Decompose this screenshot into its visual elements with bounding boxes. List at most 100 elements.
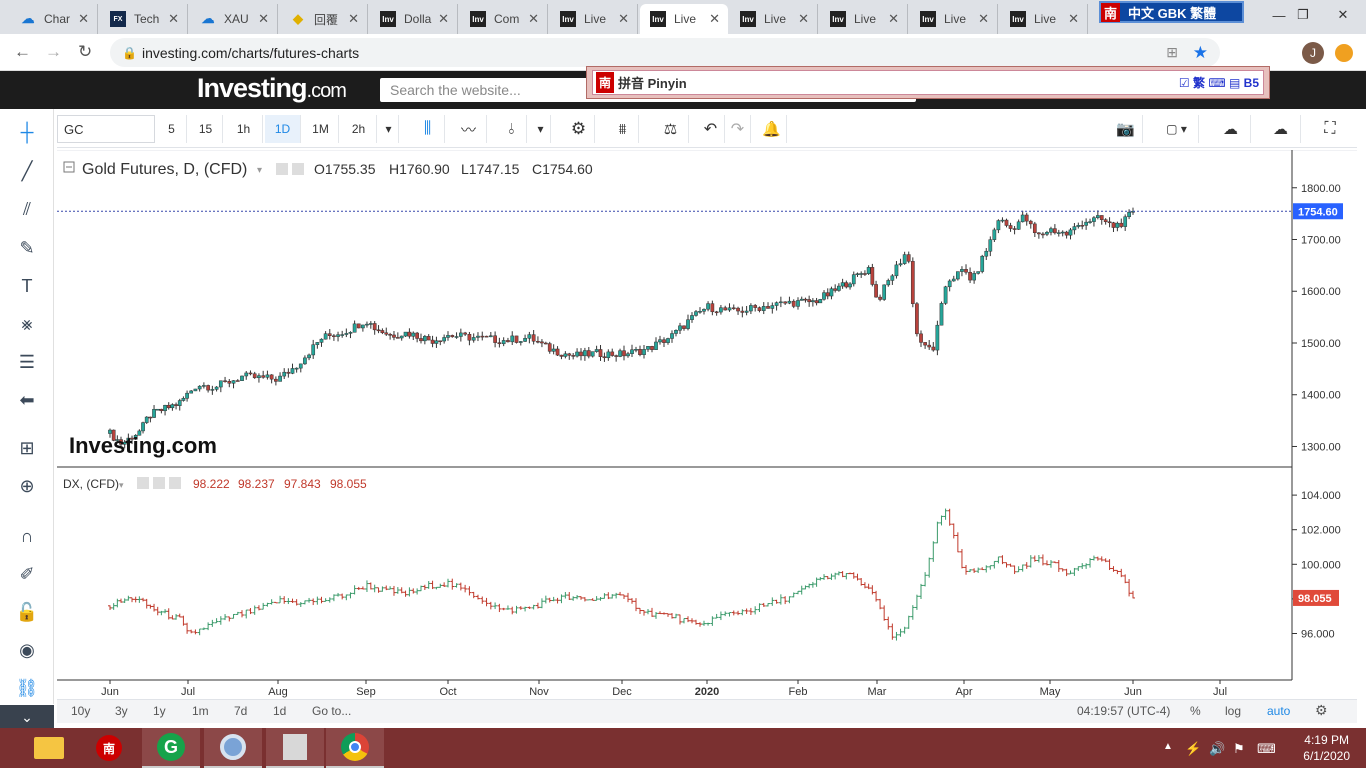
tab-close-icon[interactable]: ✕ bbox=[438, 11, 449, 26]
investing-logo[interactable]: Investing.com bbox=[197, 73, 347, 103]
crosshair-icon[interactable]: ┼ bbox=[20, 121, 34, 142]
interval-2h[interactable]: 2h bbox=[341, 115, 377, 143]
text-tool-icon[interactable]: T bbox=[21, 275, 33, 296]
volume-icon[interactable]: 🔊 bbox=[1209, 741, 1226, 756]
fullscreen-icon[interactable]: ⛶ bbox=[1324, 120, 1336, 137]
candles-icon[interactable]: ⫼ bbox=[411, 115, 445, 143]
compare-icon[interactable]: ⚖ bbox=[653, 115, 689, 143]
layout-select-icon[interactable]: ▢ ▾ bbox=[1155, 115, 1199, 143]
tab-close-icon[interactable]: ✕ bbox=[78, 11, 89, 26]
browser-tab[interactable]: Inv Live ✕ bbox=[640, 4, 728, 34]
ime-app-icon[interactable]: 南 bbox=[80, 728, 138, 768]
browser-tab[interactable]: ☁ Char ✕ bbox=[10, 4, 98, 34]
dx-remove-icon[interactable] bbox=[169, 477, 181, 489]
tab-close-icon[interactable]: ✕ bbox=[168, 11, 179, 26]
range-1m[interactable]: 1m bbox=[192, 704, 209, 718]
system-clock[interactable]: 4:19 PM 6/1/2020 bbox=[1303, 732, 1350, 764]
area-icon[interactable]: 〰 bbox=[451, 115, 487, 143]
interval-1d[interactable]: 1D bbox=[265, 115, 301, 143]
close-window-icon[interactable]: ✕ bbox=[1337, 7, 1349, 22]
pinyin-options[interactable]: ☑ 繁 ⌨ ▤ B5 bbox=[1178, 76, 1259, 90]
pinyin-input-bar[interactable]: 南 拼音 Pinyin ☑ 繁 ⌨ ▤ B5 bbox=[586, 66, 1270, 99]
browser-tab[interactable]: ◆ 回覆 ✕ bbox=[280, 4, 368, 34]
tab-close-icon[interactable]: ✕ bbox=[978, 11, 989, 26]
goto-date[interactable]: Go to... bbox=[312, 704, 352, 718]
chart-type-dropdown-icon[interactable]: ▾ bbox=[531, 115, 551, 143]
translate-icon[interactable]: ⊞ bbox=[1166, 44, 1178, 60]
back-arrow-icon[interactable]: ⬅ bbox=[19, 389, 35, 410]
browser-tab[interactable]: Inv Live ✕ bbox=[820, 4, 908, 34]
keyboard-icon[interactable]: ⌨ bbox=[1257, 741, 1276, 756]
browser-tab[interactable]: FX Tech ✕ bbox=[100, 4, 188, 34]
files-icon[interactable] bbox=[266, 728, 324, 768]
browser-tab[interactable]: Inv Live ✕ bbox=[730, 4, 818, 34]
interval-1m[interactable]: 1M bbox=[303, 115, 339, 143]
pitchfork-icon[interactable]: ⫽ bbox=[22, 198, 32, 219]
file-explorer-icon[interactable] bbox=[20, 728, 78, 768]
tab-close-icon[interactable]: ✕ bbox=[528, 11, 539, 26]
restore-icon[interactable]: ❐ bbox=[1297, 7, 1309, 22]
settings-gear-icon[interactable]: ⚙ bbox=[563, 115, 595, 143]
redo-icon[interactable]: ↷ bbox=[725, 115, 751, 143]
range-1d[interactable]: 1d bbox=[273, 704, 287, 718]
save-cloud-icon[interactable]: ☁ bbox=[1261, 115, 1301, 143]
range-7d[interactable]: 7d bbox=[234, 704, 248, 718]
link-icon[interactable]: ⛓ bbox=[15, 677, 39, 698]
browser-tab[interactable]: Inv Live ✕ bbox=[1000, 4, 1088, 34]
reload-icon[interactable]: ↻ bbox=[78, 42, 93, 61]
minimize-icon[interactable]: — bbox=[1272, 7, 1286, 23]
tray-chevron-icon[interactable]: ▲ bbox=[1163, 741, 1173, 752]
series-settings-icon[interactable] bbox=[292, 163, 304, 175]
tab-close-icon[interactable]: ✕ bbox=[348, 11, 359, 26]
indicators-icon[interactable]: ⩩ bbox=[607, 115, 639, 143]
interval-15[interactable]: 15 bbox=[189, 115, 223, 143]
url-field[interactable]: 🔒 investing.com/charts/futures-charts ⊞ … bbox=[110, 38, 1220, 67]
dx-menu-icon[interactable]: ▾ bbox=[119, 480, 124, 490]
range-3y[interactable]: 3y bbox=[115, 704, 128, 718]
chrome-dev-icon[interactable] bbox=[204, 728, 262, 768]
futures-chart[interactable]: 1800.00 1700.00 1600.00 1500.00 1400.00 1300.… bbox=[57, 150, 1357, 703]
browser-tab[interactable]: Inv Com ✕ bbox=[460, 4, 548, 34]
grammarly-icon[interactable]: G bbox=[142, 728, 200, 768]
dx-settings-icon[interactable] bbox=[153, 477, 165, 489]
visibility-eye-icon[interactable]: ◉ bbox=[19, 639, 35, 660]
symbol-input[interactable]: GC bbox=[57, 115, 155, 143]
load-cloud-icon[interactable]: ☁ bbox=[1211, 115, 1251, 143]
range-1y[interactable]: 1y bbox=[153, 704, 166, 718]
tab-close-icon[interactable]: ✕ bbox=[1068, 11, 1079, 26]
stay-drawing-icon[interactable]: ✐ bbox=[19, 563, 35, 584]
hide-series-icon[interactable] bbox=[276, 163, 288, 175]
tab-close-icon[interactable]: ✕ bbox=[258, 11, 269, 26]
browser-tab[interactable]: ☁ XAU ✕ bbox=[190, 4, 278, 34]
snapshot-camera-icon[interactable]: 📷 bbox=[1109, 115, 1143, 143]
tray-app-icon[interactable]: ⚡ bbox=[1185, 741, 1202, 756]
fib-icon[interactable]: ☰ bbox=[18, 351, 36, 372]
browser-tab[interactable]: Inv Live ✕ bbox=[550, 4, 638, 34]
series-menu-icon[interactable]: ▾ bbox=[257, 165, 262, 176]
lock-drawings-icon[interactable]: 🔓 bbox=[15, 601, 39, 622]
interval-5[interactable]: 5 bbox=[157, 115, 187, 143]
bookmark-star-icon[interactable]: ★ bbox=[1192, 42, 1208, 62]
collapse-pane-icon[interactable] bbox=[63, 161, 75, 173]
tab-close-icon[interactable]: ✕ bbox=[798, 11, 809, 26]
browser-tab[interactable]: Inv Dolla ✕ bbox=[370, 4, 458, 34]
tab-close-icon[interactable]: ✕ bbox=[618, 11, 629, 26]
bars-icon[interactable]: ⫰ bbox=[497, 115, 527, 143]
back-icon[interactable]: ← bbox=[14, 42, 31, 61]
chrome-icon[interactable] bbox=[326, 728, 384, 768]
brush-icon[interactable]: ✎ bbox=[19, 237, 35, 258]
interval-dropdown-icon[interactable]: ▾ bbox=[379, 115, 399, 143]
ime-indicator[interactable]: 南 中文 GBK 繁體 bbox=[1099, 1, 1244, 23]
trendline-icon[interactable]: ╱ bbox=[21, 160, 33, 181]
magnet-icon[interactable]: ∩ bbox=[20, 525, 34, 546]
dx-hide-icon[interactable] bbox=[137, 477, 149, 489]
pattern-icon[interactable]: ⨳ bbox=[21, 313, 33, 334]
chevron-down-icon[interactable]: ⌄ bbox=[0, 705, 54, 729]
percent-toggle[interactable]: % bbox=[1190, 704, 1201, 718]
zoom-in-icon[interactable]: ⊕ bbox=[19, 475, 35, 496]
tab-close-icon[interactable]: ✕ bbox=[709, 11, 720, 26]
alert-bell-icon[interactable]: 🔔 bbox=[757, 115, 787, 143]
network-icon[interactable]: ⚑ bbox=[1233, 741, 1245, 756]
undo-icon[interactable]: ↶ bbox=[697, 115, 725, 143]
tab-close-icon[interactable]: ✕ bbox=[888, 11, 899, 26]
